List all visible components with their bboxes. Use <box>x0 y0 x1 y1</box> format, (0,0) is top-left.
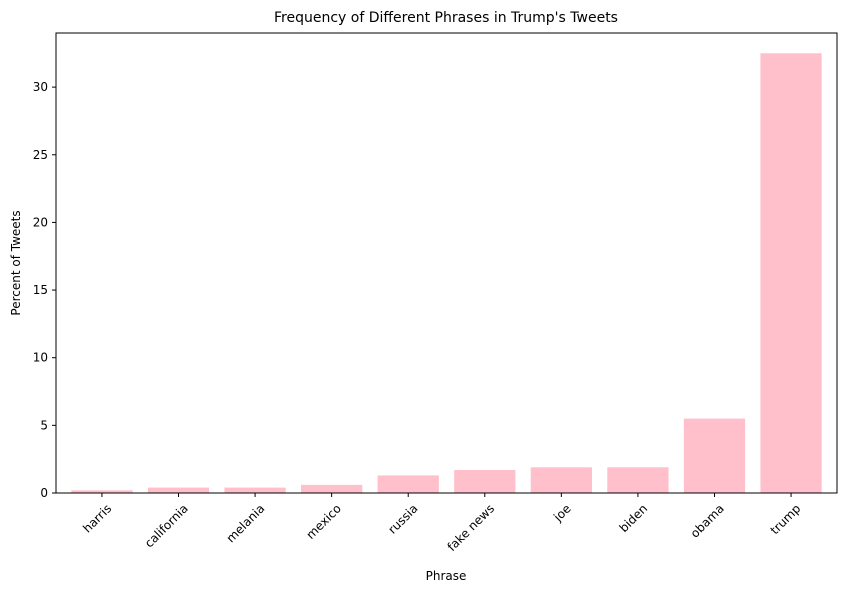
y-tick-label: 20 <box>33 215 48 229</box>
y-tick-label: 0 <box>40 486 48 500</box>
x-tick-label: california <box>142 501 191 550</box>
y-tick-label: 25 <box>33 148 48 162</box>
x-axis-label: Phrase <box>426 569 467 583</box>
bar-trump <box>760 53 822 493</box>
bar-russia <box>377 475 439 493</box>
x-tick-label: biden <box>617 501 651 535</box>
y-tick-label: 10 <box>33 351 48 365</box>
x-tick-label: obama <box>688 501 727 540</box>
bar-mexico <box>301 484 363 493</box>
x-tick-label: russia <box>385 501 420 536</box>
bars-group <box>71 53 822 493</box>
x-tick-label: trump <box>768 501 804 537</box>
y-axis: 0 5 10 15 20 25 30 <box>33 80 56 500</box>
x-tick-label: melania <box>224 501 268 545</box>
x-tick-label: joe <box>550 501 573 524</box>
bar-biden <box>607 467 669 493</box>
y-tick-label: 30 <box>33 80 48 94</box>
chart-title: Frequency of Different Phrases in Trump'… <box>274 10 618 26</box>
bar-obama <box>683 418 746 493</box>
x-tick-label: harris <box>80 501 114 535</box>
x-tick-label: mexico <box>304 501 344 541</box>
plot-frame <box>55 32 838 494</box>
x-axis: harris california melania mexico russia fake … <box>80 493 803 554</box>
y-tick-label: 5 <box>40 418 48 432</box>
bar-joe <box>530 467 592 493</box>
bar-melania <box>224 487 286 493</box>
bar-fake-news <box>454 470 516 493</box>
bar-harris <box>71 490 133 493</box>
y-tick-label: 15 <box>33 283 48 297</box>
y-axis-label: Percent of Tweets <box>9 210 23 315</box>
bar-california <box>147 487 210 493</box>
x-tick-label: fake news <box>445 501 498 554</box>
